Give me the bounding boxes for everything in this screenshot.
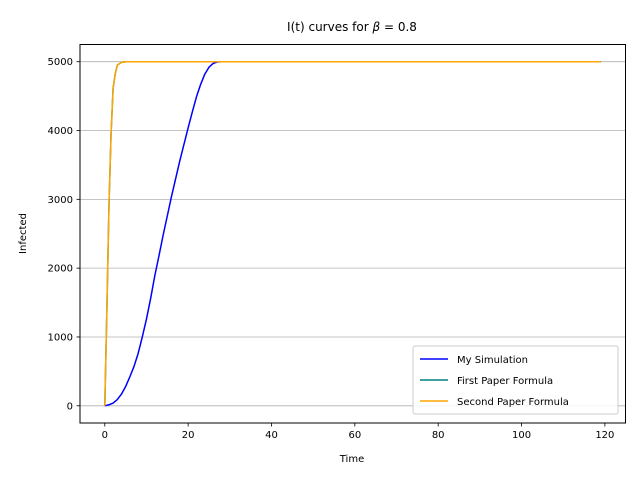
y-tick-label: 5000 <box>48 57 73 68</box>
x-axis-label: Time <box>339 454 364 465</box>
legend: My Simulation First Paper Formula Second P… <box>412 345 619 415</box>
plot-area-frame <box>79 44 626 424</box>
y-axis-ticks: 0 1000 2000 3000 4000 5000 <box>48 57 80 412</box>
y-tick-label: 3000 <box>48 195 73 206</box>
x-tick-label: 20 <box>182 430 195 441</box>
x-tick-label: 60 <box>348 430 361 441</box>
x-tick-label: 80 <box>432 430 445 441</box>
x-tick-label: 0 <box>102 430 108 441</box>
chart-title: I(t) curves for β = 0.8 <box>287 20 417 34</box>
title-beta-symbol: β <box>371 20 380 34</box>
y-tick-label: 2000 <box>48 264 73 275</box>
x-tick-label: 120 <box>595 430 614 441</box>
plot-lines <box>104 60 601 407</box>
x-tick-label: 40 <box>265 430 278 441</box>
series-line-second-paper-formula <box>104 60 601 406</box>
legend-label: Second Paper Formula <box>457 397 569 408</box>
x-tick-label: 100 <box>512 430 531 441</box>
y-axis-label: Infected <box>18 213 29 254</box>
legend-box <box>412 345 619 415</box>
y-tick-label: 1000 <box>48 332 73 343</box>
y-tick-label: 4000 <box>48 126 73 137</box>
legend-label: My Simulation <box>457 355 528 366</box>
legend-label: First Paper Formula <box>457 376 553 387</box>
y-tick-label: 0 <box>67 401 73 412</box>
x-axis-ticks: 0 20 40 60 80 100 120 <box>102 423 614 441</box>
